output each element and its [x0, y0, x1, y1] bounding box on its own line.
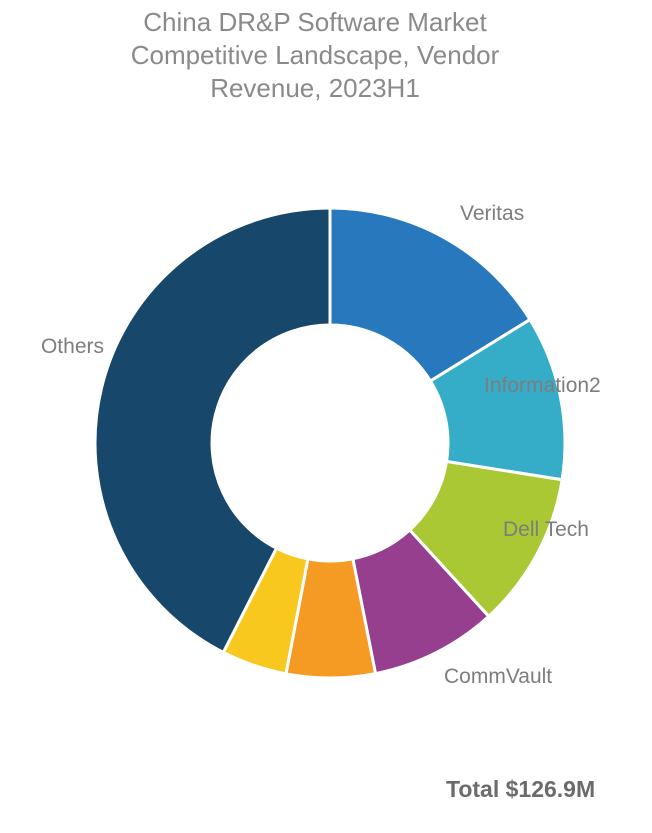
slice-label-others: Others	[41, 335, 104, 358]
chart-title-line-1: China DR&P Software Market	[143, 7, 487, 37]
slice-label-commvault: CommVault	[444, 665, 552, 688]
total-revenue-label: Total $126.9M	[446, 776, 596, 802]
chart-title-line-2: Competitive Landscape, Vendor	[130, 40, 500, 70]
chart-title-line-3: Revenue, 2023H1	[210, 73, 420, 103]
pie-slice-veritas	[328, 206, 532, 383]
slice-label-veritas: Veritas	[460, 202, 524, 225]
slice-label-information2: Information2	[484, 374, 601, 397]
chart-title: China DR&P Software Market Competitive L…	[0, 6, 630, 105]
slice-label-dell-tech: Dell Tech	[503, 518, 589, 541]
pie-slice-others	[93, 206, 332, 654]
